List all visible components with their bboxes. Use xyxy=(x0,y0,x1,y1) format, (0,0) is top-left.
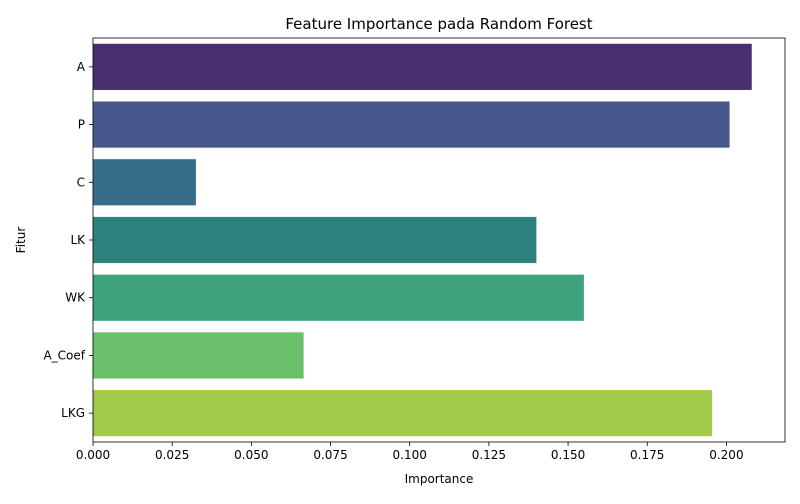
x-tick-label: 0.200 xyxy=(709,448,743,462)
y-axis-ticks: A P C LK WK A_Coef LKG xyxy=(43,60,93,420)
y-tick-label: A xyxy=(77,60,86,74)
x-axis-ticks: 0.000 0.025 0.050 0.075 0.100 0.125 0.150 0.175… xyxy=(76,442,744,462)
bar-a-coef xyxy=(93,332,304,379)
x-tick-label: 0.150 xyxy=(551,448,585,462)
y-tick-label: A_Coef xyxy=(43,348,85,362)
x-tick-label: 0.075 xyxy=(313,448,347,462)
plot-frame xyxy=(92,37,786,443)
x-tick-label: 0.025 xyxy=(155,448,189,462)
y-tick-label: LK xyxy=(70,233,86,247)
bar-lkg xyxy=(93,390,713,437)
bar-p xyxy=(93,101,730,148)
y-tick-label: C xyxy=(77,175,85,189)
x-tick-label: 0.050 xyxy=(234,448,268,462)
chart-title: Feature Importance pada Random Forest xyxy=(285,15,592,33)
x-tick-label: 0.175 xyxy=(630,448,664,462)
y-tick-label: LKG xyxy=(61,406,85,420)
y-axis-label: Fitur xyxy=(14,227,28,254)
bars-group xyxy=(93,43,752,437)
bar-lk xyxy=(93,216,537,264)
bar-a xyxy=(93,43,752,90)
x-tick-label: 0.100 xyxy=(393,448,427,462)
y-tick-label: P xyxy=(78,118,85,132)
bar-c xyxy=(93,159,196,206)
x-tick-label: 0.000 xyxy=(76,448,110,462)
x-tick-label: 0.125 xyxy=(472,448,506,462)
y-tick-label: WK xyxy=(65,291,86,305)
bar-wk xyxy=(93,274,584,321)
x-axis-label: Importance xyxy=(405,472,474,486)
